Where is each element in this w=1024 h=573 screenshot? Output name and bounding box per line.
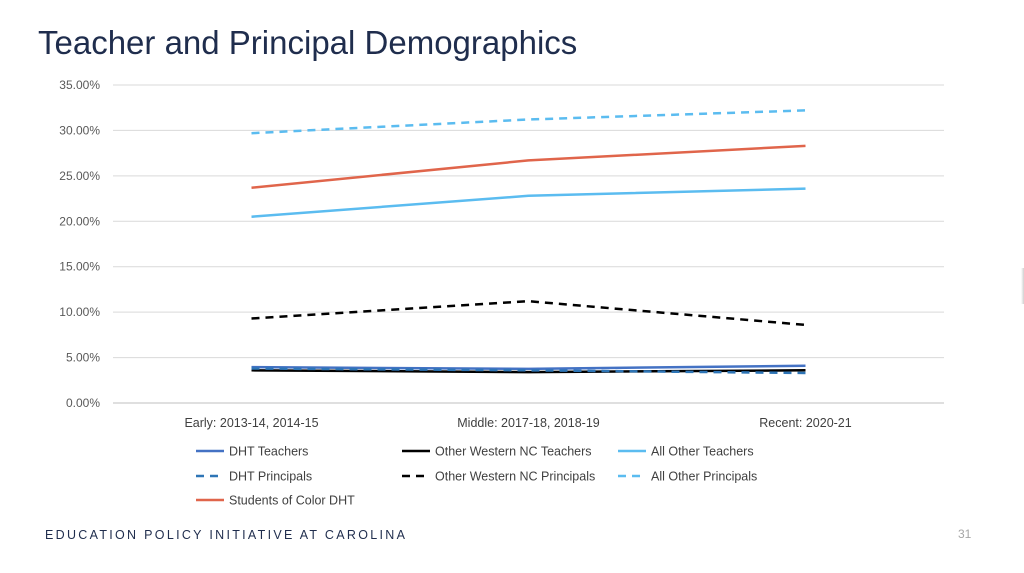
y-tick-label: 20.00% [59, 214, 100, 228]
series-line-dht-teachers [251, 364, 806, 371]
legend-item-dht-teachers: DHT Teachers [196, 445, 308, 459]
series-lines [251, 109, 806, 375]
legend-item-all-other-teachers: All Other Teachers [618, 445, 754, 459]
series-line-all-other-teachers [251, 187, 806, 218]
legend-item-dht-principals: DHT Principals [196, 470, 312, 484]
legend-item-all-other-principals: All Other Principals [618, 470, 757, 484]
series-line-students-of-color-dht [251, 144, 806, 189]
legend-label: Students of Color DHT [229, 494, 355, 508]
x-axis-tick-labels: Early: 2013-14, 2014-15 Middle: 2017-18, … [184, 416, 851, 430]
y-axis-tick-labels: 0.00% 5.00% 10.00% 15.00% 20.00% 25.00% 30.00%… [59, 78, 100, 410]
y-tick-label: 0.00% [66, 396, 100, 410]
x-tick-label: Middle: 2017-18, 2018-19 [457, 416, 600, 430]
chart-legend: DHT Teachers Other Western NC Teachers All… [196, 445, 757, 508]
y-tick-label: 5.00% [66, 351, 100, 365]
x-tick-label: Early: 2013-14, 2014-15 [184, 416, 318, 430]
legend-item-other-western-nc-principals: Other Western NC Principals [402, 470, 595, 484]
x-tick-label: Recent: 2020-21 [759, 416, 851, 430]
legend-label: Other Western NC Principals [435, 470, 595, 484]
legend-item-other-western-nc-teachers: Other Western NC Teachers [402, 445, 592, 459]
legend-label: Other Western NC Teachers [435, 445, 592, 459]
page-number: 31 [958, 527, 972, 541]
footer-org-name: EDUCATION POLICY INITIATIVE AT CAROLINA [45, 528, 408, 542]
series-line-other-western-nc-teachers [251, 369, 806, 374]
series-line-all-other-principals [251, 109, 806, 135]
y-tick-label: 30.00% [59, 123, 100, 137]
y-tick-label: 10.00% [59, 305, 100, 319]
legend-label: DHT Teachers [229, 445, 308, 459]
slide-edge-shadow [1021, 268, 1024, 304]
legend-label: DHT Principals [229, 470, 312, 484]
legend-item-students-of-color-dht: Students of Color DHT [196, 494, 355, 508]
series-line-other-western-nc-principals [251, 299, 806, 327]
y-tick-label: 25.00% [59, 169, 100, 183]
slide-title: Teacher and Principal Demographics [38, 24, 578, 61]
legend-label: All Other Principals [651, 470, 757, 484]
y-tick-label: 35.00% [59, 78, 100, 92]
legend-label: All Other Teachers [651, 445, 754, 459]
gridlines [113, 84, 944, 404]
y-tick-label: 15.00% [59, 260, 100, 274]
